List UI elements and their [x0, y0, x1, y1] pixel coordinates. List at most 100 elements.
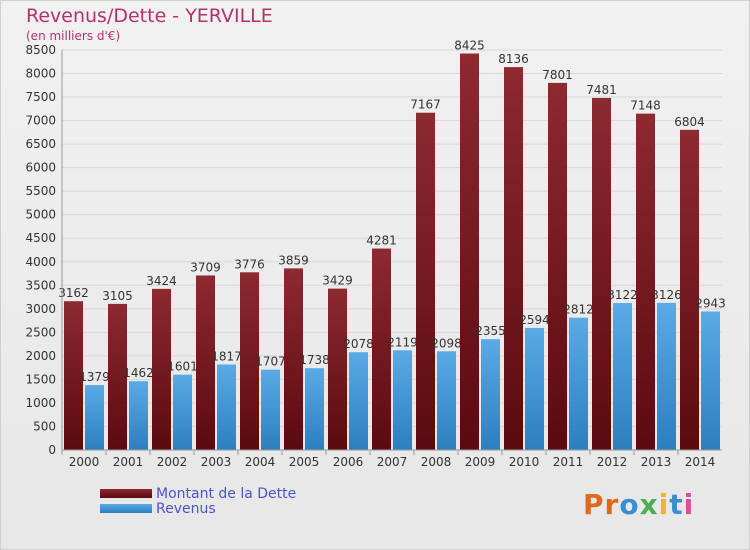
y-tick-label: 0	[48, 443, 56, 457]
grid-lines	[62, 49, 722, 451]
legend-swatch-revenus	[100, 504, 152, 513]
legend-item-revenus: Revenus	[100, 500, 296, 517]
bar-dette	[416, 112, 435, 451]
bar-dette	[680, 129, 699, 450]
bar-revenus	[85, 385, 104, 450]
data-label-revenus: 2812	[563, 303, 594, 317]
bar-dette	[460, 53, 479, 450]
bar-revenus	[657, 302, 676, 450]
y-tick-label: 5500	[25, 184, 56, 198]
chart-subtitle: (en milliers d'€)	[26, 29, 121, 43]
y-tick-label: 5000	[25, 208, 56, 222]
y-tick-label: 7500	[25, 90, 56, 104]
bar-dette	[152, 288, 171, 450]
y-tick-label: 2000	[25, 349, 56, 363]
data-label-dette: 7148	[630, 99, 661, 113]
axes: 0 500 1000 1500 2000 2500 3000 3500 4000 4500 5000…	[25, 43, 722, 469]
data-label-revenus: 1817	[211, 349, 242, 363]
bar-revenus	[305, 368, 324, 450]
bar-revenus	[437, 351, 456, 450]
data-label-dette: 7801	[542, 68, 573, 82]
data-label-revenus: 2594	[519, 313, 550, 327]
data-label-revenus: 1379	[79, 370, 110, 384]
y-tick-label: 500	[33, 419, 56, 433]
x-tick-label: 2013	[641, 455, 672, 469]
data-label-revenus: 2078	[343, 337, 374, 351]
data-label-revenus: 2943	[695, 297, 726, 311]
data-label-dette: 3162	[58, 286, 89, 300]
data-label-revenus: 1462	[123, 366, 154, 380]
y-tick-label: 1000	[25, 396, 56, 410]
bar-dette	[548, 82, 567, 451]
y-tick-label: 6000	[25, 161, 56, 175]
bar-revenus	[349, 352, 368, 450]
data-label-revenus: 2355	[475, 324, 506, 338]
logo-letter: i	[683, 488, 695, 521]
bar-dette	[372, 248, 391, 450]
x-tick-label: 2004	[245, 455, 276, 469]
y-tick-label: 8500	[25, 43, 56, 57]
y-tick-label: 4000	[25, 255, 56, 269]
bar-revenus	[525, 327, 544, 450]
proxiti-logo: Proxiti	[583, 488, 694, 521]
bar-revenus	[129, 381, 148, 450]
data-label-dette: 7481	[586, 83, 617, 97]
bar-revenus	[481, 339, 500, 450]
chart-title: Revenus/Dette - YERVILLE	[26, 5, 273, 27]
data-label-revenus: 3126	[651, 288, 682, 302]
bar-dette	[196, 275, 215, 450]
bar-dette	[328, 288, 347, 450]
data-label-dette: 8425	[454, 39, 485, 53]
bar-dette	[636, 113, 655, 450]
data-label-dette: 3709	[190, 260, 221, 274]
logo-letter: x	[639, 488, 659, 521]
y-tick-label: 6500	[25, 137, 56, 151]
logo-letter: r	[604, 488, 620, 521]
x-tick-label: 2000	[69, 455, 100, 469]
y-tick-label: 4500	[25, 231, 56, 245]
legend-label-dette: Montant de la Dette	[156, 485, 297, 502]
data-label-revenus: 2119	[387, 335, 418, 349]
data-label-revenus: 2098	[431, 336, 462, 350]
legend-label-revenus: Revenus	[156, 500, 216, 517]
logo-letter: i	[658, 488, 670, 521]
legend: Montant de la Dette Revenus	[100, 485, 297, 517]
data-label-revenus: 3122	[607, 288, 638, 302]
bars: 3162 1379 3105 1462 3424 1601 3709 1817 3776 1707…	[58, 39, 726, 451]
y-tick-label: 8000	[25, 67, 56, 81]
x-tick-label: 2011	[553, 455, 584, 469]
y-tick-label: 7000	[25, 114, 56, 128]
x-tick-label: 2001	[113, 455, 144, 469]
bar-dette	[504, 67, 523, 451]
bar-dette	[240, 272, 259, 450]
legend-swatch-dette	[100, 489, 152, 498]
bar-revenus	[613, 303, 632, 450]
logo-letter: o	[619, 488, 640, 521]
bar-revenus	[701, 311, 720, 450]
data-label-dette: 3105	[102, 289, 133, 303]
data-label-dette: 6804	[674, 115, 705, 129]
bar-dette	[64, 301, 83, 450]
x-tick-label: 2012	[597, 455, 628, 469]
x-tick-label: 2010	[509, 455, 540, 469]
y-tick-label: 3000	[25, 302, 56, 316]
bar-revenus	[569, 317, 588, 450]
logo-letter: P	[583, 488, 605, 521]
data-label-dette: 3429	[322, 274, 353, 288]
bar-dette	[108, 303, 127, 450]
y-tick-label: 3500	[25, 278, 56, 292]
bar-dette	[592, 97, 611, 450]
bar-dette	[284, 268, 303, 450]
x-tick-label: 2006	[333, 455, 364, 469]
legend-item-dette: Montant de la Dette	[100, 485, 297, 502]
y-tick-label: 1500	[25, 372, 56, 386]
data-label-revenus: 1601	[167, 360, 198, 374]
data-label-dette: 3776	[234, 257, 265, 271]
logo-letter: t	[669, 488, 684, 521]
data-label-revenus: 1707	[255, 355, 286, 369]
x-tick-label: 2005	[289, 455, 320, 469]
data-label-dette: 4281	[366, 234, 397, 248]
x-tick-label: 2007	[377, 455, 408, 469]
x-tick-label: 2002	[157, 455, 188, 469]
